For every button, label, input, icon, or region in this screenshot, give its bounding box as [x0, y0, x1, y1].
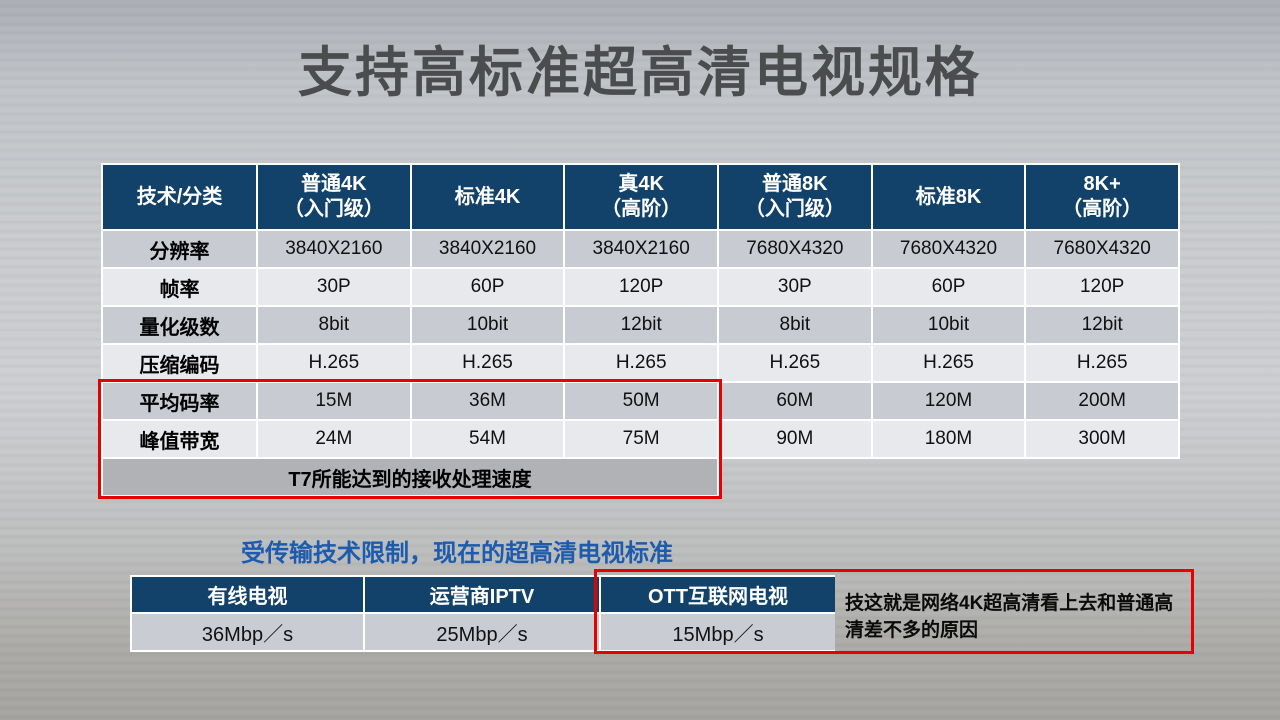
- spec-column-header: 8K+ （高阶）: [1026, 165, 1178, 229]
- spec-cell: 10bit: [411, 307, 564, 343]
- spec-cell: 200M: [1026, 383, 1178, 419]
- spec-cell: 300M: [1026, 421, 1178, 457]
- spec-column-header: 普通8K （入门级）: [719, 165, 871, 229]
- spec-cell: 8bit: [258, 307, 410, 343]
- bandwidth-value: 15Mbp／s: [601, 614, 835, 650]
- spec-cell: 8bit: [719, 307, 871, 343]
- spec-cell: 12bit: [565, 307, 717, 343]
- spec-cell: 3840X2160: [258, 231, 410, 267]
- spec-cell: H.265: [411, 345, 564, 381]
- spec-cell: 10bit: [872, 307, 1025, 343]
- spec-cell: 36M: [411, 383, 564, 419]
- spec-cell: H.265: [719, 345, 871, 381]
- spec-cell: 3840X2160: [565, 231, 717, 267]
- spec-cell: 24M: [258, 421, 410, 457]
- spec-row-label: 平均码率: [103, 383, 256, 419]
- spec-cell: 180M: [872, 421, 1025, 457]
- spec-column-header: 普通4K （入门级）: [258, 165, 410, 229]
- slide-title: 支持高标准超高清电视规格: [298, 43, 982, 103]
- spec-corner-header: 技术/分类: [103, 165, 256, 229]
- spec-cell: 7680X4320: [719, 231, 871, 267]
- spec-cell: 75M: [565, 421, 717, 457]
- spec-cell: H.265: [872, 345, 1025, 381]
- spec-row-label: 量化级数: [103, 307, 256, 343]
- spec-cell: 3840X2160: [411, 231, 564, 267]
- spec-cell: 15M: [258, 383, 410, 419]
- annotation-note: 技这就是网络4K超高清看上去和普通高清差不多的原因: [845, 593, 1174, 641]
- spec-cell: 60M: [719, 383, 871, 419]
- bandwidth-column-header: OTT互联网电视: [601, 577, 835, 612]
- bandwidth-table: 有线电视 运营商IPTV OTT互联网电视 36Mbp／s 25Mbp／s 15Mbp／s: [130, 575, 835, 652]
- spec-cell: 12bit: [1026, 307, 1178, 343]
- spec-cell: 7680X4320: [1026, 231, 1178, 267]
- spec-cell: 54M: [411, 421, 564, 457]
- bandwidth-value: 25Mbp／s: [365, 614, 599, 650]
- spec-row-label: 帧率: [103, 269, 256, 305]
- spec-cell: H.265: [1026, 345, 1178, 381]
- spec-cell: 120M: [872, 383, 1025, 419]
- highlight-box-t7: [98, 379, 722, 499]
- spec-cell: 60P: [411, 269, 564, 305]
- spec-row-label: 峰值带宽: [103, 421, 256, 457]
- bandwidth-column-header: 运营商IPTV: [365, 577, 599, 612]
- spec-cell: 120P: [1026, 269, 1178, 305]
- spec-column-header: 标准4K: [411, 165, 564, 229]
- spec-column-header: 真4K （高阶）: [565, 165, 717, 229]
- bandwidth-value: 36Mbp／s: [132, 614, 363, 650]
- spec-cell: 60P: [872, 269, 1025, 305]
- spec-table: 技术/分类 普通4K （入门级） 标准4K 真4K （高阶） 普通8K （入门级） 标准8…: [101, 163, 1180, 459]
- spec-column-header: 标准8K: [872, 165, 1025, 229]
- spec-cell: 50M: [565, 383, 717, 419]
- spec-cell: 90M: [719, 421, 871, 457]
- spec-cell: 120P: [565, 269, 717, 305]
- subtitle: 受传输技术限制，现在的超高清电视标准: [241, 540, 673, 567]
- spec-row-label: 压缩编码: [103, 345, 256, 381]
- bandwidth-column-header: 有线电视: [132, 577, 363, 612]
- spec-cell: H.265: [565, 345, 717, 381]
- spec-row-label: 分辨率: [103, 231, 256, 267]
- spec-cell: 30P: [258, 269, 410, 305]
- highlight-box-ott: [594, 569, 1194, 654]
- spec-cell: 30P: [719, 269, 871, 305]
- spec-cell: H.265: [258, 345, 410, 381]
- spec-cell: 7680X4320: [872, 231, 1025, 267]
